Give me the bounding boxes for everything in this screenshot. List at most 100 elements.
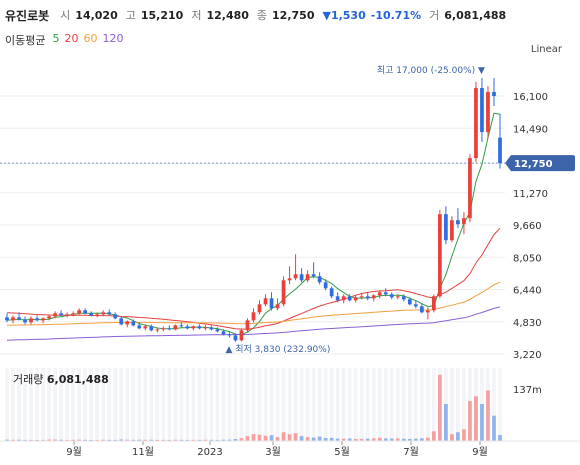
volume-bar xyxy=(395,438,400,441)
candle-body xyxy=(191,326,196,329)
close-value: 12,750 xyxy=(272,8,315,22)
y-tick-label: 8,050 xyxy=(513,253,542,264)
volume-bar xyxy=(203,439,208,441)
volume-bg xyxy=(221,368,226,441)
volume-bg xyxy=(383,368,388,441)
volume-bg xyxy=(329,368,334,441)
volume-bar xyxy=(474,396,478,441)
moving-average-lines xyxy=(6,112,501,341)
candle xyxy=(95,312,100,318)
volume-bg xyxy=(107,368,112,441)
volume-bg xyxy=(71,368,76,441)
candle xyxy=(77,308,82,316)
volume-bar xyxy=(287,434,292,441)
candle-body xyxy=(245,320,250,331)
candle xyxy=(239,328,244,342)
ma60-line xyxy=(6,281,501,326)
volume-bg xyxy=(23,368,27,441)
candle-body xyxy=(287,278,292,281)
candle-body xyxy=(155,329,160,331)
candle xyxy=(119,316,124,326)
volume-bg xyxy=(389,368,394,441)
volume-bg xyxy=(233,368,238,441)
volume-bar xyxy=(431,431,436,441)
candle xyxy=(197,324,202,330)
candle-body xyxy=(347,296,352,301)
candle xyxy=(389,292,394,300)
volume-bg xyxy=(335,368,340,441)
volume-bar xyxy=(425,437,430,441)
volume-bg xyxy=(281,368,286,441)
candle xyxy=(125,320,130,328)
close-label: 종 xyxy=(256,9,268,22)
candle xyxy=(444,206,448,245)
candle-body xyxy=(59,313,63,316)
volume-bg xyxy=(113,368,118,441)
candle xyxy=(401,294,406,302)
x-tick-label: 2023 xyxy=(197,447,222,458)
ma-5[interactable]: 5 xyxy=(52,32,60,45)
candle xyxy=(179,322,184,328)
volume-bg xyxy=(371,368,376,441)
volume-bg xyxy=(167,368,172,441)
volume-bar xyxy=(29,439,33,441)
candle xyxy=(257,300,262,315)
candle-body xyxy=(47,316,51,319)
candle xyxy=(35,315,39,322)
volume-bg xyxy=(5,368,9,441)
candle xyxy=(143,324,148,331)
volume-bg xyxy=(365,368,370,441)
change-value: ▼1,530 xyxy=(322,8,366,22)
volume-bar xyxy=(341,438,346,441)
scale-mode-toggle[interactable]: Linear xyxy=(530,44,562,55)
volume-bar xyxy=(480,404,484,441)
volume-bar xyxy=(239,438,244,441)
volume-bar xyxy=(251,434,256,441)
volume-bar xyxy=(299,436,304,441)
volume-bg xyxy=(179,368,184,441)
ma-60[interactable]: 60 xyxy=(83,32,98,45)
candle-body xyxy=(131,321,136,326)
ma-120[interactable]: 120 xyxy=(102,32,124,45)
volume-bg xyxy=(143,368,148,441)
x-tick-label: 9월 xyxy=(472,446,488,458)
x-tick-label: 11월 xyxy=(132,446,154,458)
candle xyxy=(347,294,352,302)
candle xyxy=(107,309,112,316)
candle xyxy=(101,310,106,317)
ma-legend-title[interactable]: 이동평균 xyxy=(5,34,46,47)
candle xyxy=(419,303,424,314)
candle-body xyxy=(71,313,76,315)
candle xyxy=(227,332,232,338)
candle-body xyxy=(419,306,424,313)
volume-bar xyxy=(257,434,262,441)
volume-bg xyxy=(197,368,202,441)
candle xyxy=(480,77,484,143)
candle xyxy=(155,327,160,333)
volume-bar xyxy=(347,438,352,441)
volume-bg xyxy=(419,368,424,441)
candle xyxy=(269,292,274,311)
low-label: 저 xyxy=(191,9,202,22)
candle-body xyxy=(11,317,15,321)
ma-20[interactable]: 20 xyxy=(64,32,79,45)
volume-bar xyxy=(323,438,328,441)
volume-bar xyxy=(468,401,472,441)
candle-body xyxy=(498,137,502,164)
candle xyxy=(245,318,250,333)
ma20-line xyxy=(6,227,501,330)
volume-bg xyxy=(173,368,178,441)
candle-body xyxy=(377,292,382,296)
volume-bar xyxy=(113,439,118,441)
candle-body xyxy=(197,326,202,329)
candle xyxy=(474,81,478,163)
candle xyxy=(209,325,214,331)
volume-bar xyxy=(353,438,358,441)
candle-body xyxy=(480,87,484,133)
volume-bar xyxy=(450,434,454,441)
volume-bar xyxy=(492,415,496,441)
volume-bar xyxy=(107,439,112,441)
y-tick-label: 3,220 xyxy=(513,350,542,361)
volume-bg xyxy=(299,368,304,441)
